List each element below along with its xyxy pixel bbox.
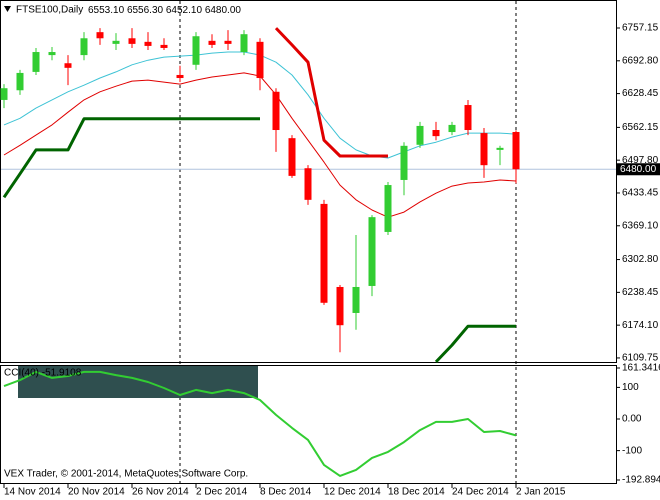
main-panel: 6757.15 6692.80 6628.45 6562.15 6497.80 6433.…: [0, 23, 660, 498]
sub-frame: [0, 365, 617, 484]
candle-body: [464, 105, 472, 131]
open-value: 6553.10: [88, 5, 125, 16]
candle-body: [432, 130, 440, 137]
candle-body: [80, 38, 88, 56]
candle-body: [512, 131, 520, 170]
candle-body: [272, 91, 280, 131]
y-tick-label: 6497.80: [622, 155, 659, 166]
candle-body: [176, 74, 184, 79]
close-value: 6480.00: [205, 5, 242, 16]
x-tick-label: 2 Dec 2014: [196, 487, 248, 498]
x-tick-label: 26 Nov 2014: [132, 487, 189, 498]
y-tick-label: 6238.45: [622, 287, 659, 298]
candle-body: [160, 44, 168, 48]
x-tick-label: 18 Dec 2014: [388, 487, 445, 498]
y-tick-label: 161.3416: [622, 363, 660, 374]
candle-body: [352, 286, 360, 313]
indicator-panel: 161.3416 100 0.00 -100 -192.8944: [3, 363, 660, 486]
x-tick-label: 8 Dec 2014: [260, 487, 312, 498]
candle-body: [128, 38, 136, 44]
y-tick-label: 6174.10: [622, 320, 659, 331]
indicator-line: [3, 370, 517, 477]
y-tick-label: 6692.80: [622, 55, 659, 66]
candle-body: [368, 217, 376, 286]
candle-body: [320, 203, 328, 303]
candle-body: [208, 40, 216, 45]
y-tick-label: 6562.15: [622, 122, 659, 133]
high-value: 6556.30: [127, 5, 164, 16]
y-tick-label: 6369.10: [622, 220, 659, 231]
y-tick-label: 100: [622, 382, 639, 393]
price-box: [617, 163, 660, 176]
candle-body: [240, 34, 248, 53]
x-tick-label: 24 Dec 2014: [452, 487, 509, 498]
y-tick-label: 0.00: [622, 414, 642, 425]
y-tick-label: 6302.80: [622, 254, 659, 265]
x-tick-label: 2 Jan 2015: [516, 487, 566, 498]
copyright: VEX Trader, © 2001-2014, MetaQuotes Soft…: [4, 469, 248, 480]
candle-body: [416, 125, 424, 145]
candle-body: [384, 185, 392, 232]
ohlc-values: 6553.10 6556.30 6452.10 6480.00: [88, 5, 241, 16]
candle-body: [336, 286, 344, 326]
candle-body: [192, 36, 200, 65]
candle-body: [64, 63, 72, 68]
candle-body: [448, 124, 456, 133]
candle-body: [288, 138, 296, 176]
price-label: 6480.00: [620, 164, 657, 175]
y-tick-label: 6109.75: [622, 353, 659, 364]
y-tick-label: 6628.45: [622, 88, 659, 99]
indicator-title: CCI(40) -51.9108: [4, 368, 82, 379]
y-tick-label: -100: [622, 445, 642, 456]
candle-body: [496, 147, 504, 150]
chart-title: FTSE100,Daily: [16, 5, 83, 16]
candle-body: [400, 145, 408, 180]
y-tick-label: 6757.15: [622, 23, 659, 34]
candle-body: [480, 133, 488, 166]
candle-body: [224, 40, 232, 44]
header-icon: [4, 6, 11, 12]
main-frame: [0, 0, 617, 363]
candle-body: [16, 72, 24, 91]
indicator-line: [274, 27, 388, 158]
y-tick-label: 6433.45: [622, 188, 659, 199]
candle-body: [304, 168, 312, 200]
candle-body: [144, 41, 152, 46]
x-tick-label: 12 Dec 2014: [324, 487, 381, 498]
candle-body: [256, 41, 264, 79]
candle-body: [32, 52, 40, 72]
candle-body: [96, 32, 104, 39]
candle-body: [112, 40, 120, 44]
x-tick-label: 20 Nov 2014: [68, 487, 125, 498]
y-tick-label: -192.8944: [622, 475, 660, 486]
indicator-line: [2, 117, 516, 363]
x-tick-label: 14 Nov 2014: [4, 487, 61, 498]
low-value: 6452.10: [166, 5, 203, 16]
candle-body: [48, 52, 56, 56]
candle-body: [0, 88, 8, 100]
